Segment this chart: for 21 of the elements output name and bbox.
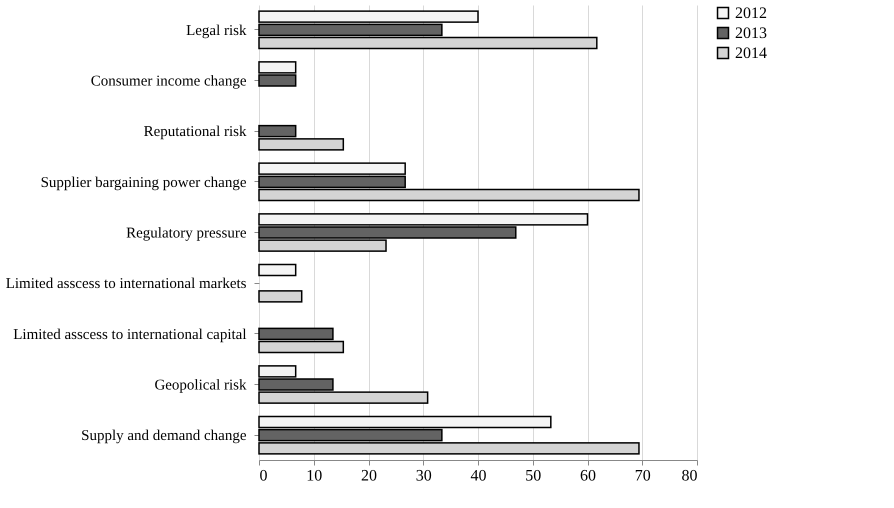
x-tick-label: 40 <box>470 468 486 484</box>
x-tick-label: 10 <box>306 468 322 484</box>
y-tick-label: Reputational risk <box>144 124 247 140</box>
x-tick-label: 50 <box>525 468 542 484</box>
x-tick-label: 20 <box>361 468 377 484</box>
legend-label: 2013 <box>735 25 767 42</box>
y-tick-label: Limited asscess to international capital <box>13 326 246 343</box>
x-tick-label: 30 <box>416 468 432 484</box>
x-tick-label: 60 <box>580 468 596 484</box>
y-tick-label: Supplier bargaining power change <box>40 174 247 191</box>
x-tick-label: 70 <box>634 468 651 484</box>
legend-label: 2012 <box>735 5 767 22</box>
y-tick-label: Regulatory pressure <box>126 226 247 242</box>
y-tick-label: Consumer income change <box>90 73 247 90</box>
y-tick-label: Geopolical risk <box>154 378 247 394</box>
legend-label: 2014 <box>735 45 767 62</box>
x-tick-label: 80 <box>682 468 698 484</box>
x-tick-label: 0 <box>260 468 268 484</box>
y-tick-label: Supply and demand change <box>81 428 247 444</box>
y-tick-label: Limited asscess to international markets <box>6 276 247 292</box>
y-tick-label: Legal risk <box>186 22 247 39</box>
